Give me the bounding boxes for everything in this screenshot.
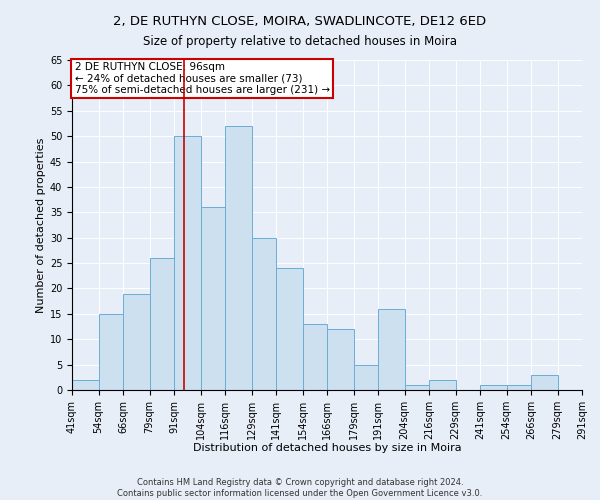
Bar [149,258,174,390]
Bar [404,385,429,390]
Bar [225,126,251,390]
Bar [531,375,557,390]
Bar [353,364,378,390]
Bar [174,136,200,390]
Bar [251,238,276,390]
Y-axis label: Number of detached properties: Number of detached properties [35,138,46,312]
Bar [123,294,149,390]
X-axis label: Distribution of detached houses by size in Moira: Distribution of detached houses by size … [193,444,461,454]
Bar [302,324,327,390]
Bar [72,380,98,390]
Text: 2, DE RUTHYN CLOSE, MOIRA, SWADLINCOTE, DE12 6ED: 2, DE RUTHYN CLOSE, MOIRA, SWADLINCOTE, … [113,15,487,28]
Text: 2 DE RUTHYN CLOSE: 96sqm
← 24% of detached houses are smaller (73)
75% of semi-d: 2 DE RUTHYN CLOSE: 96sqm ← 24% of detach… [74,62,329,95]
Bar [480,385,506,390]
Bar [98,314,123,390]
Bar [276,268,302,390]
Text: Contains HM Land Registry data © Crown copyright and database right 2024.
Contai: Contains HM Land Registry data © Crown c… [118,478,482,498]
Bar [506,385,531,390]
Text: Size of property relative to detached houses in Moira: Size of property relative to detached ho… [143,35,457,48]
Bar [327,329,353,390]
Bar [429,380,455,390]
Bar [200,207,225,390]
Bar [378,309,404,390]
